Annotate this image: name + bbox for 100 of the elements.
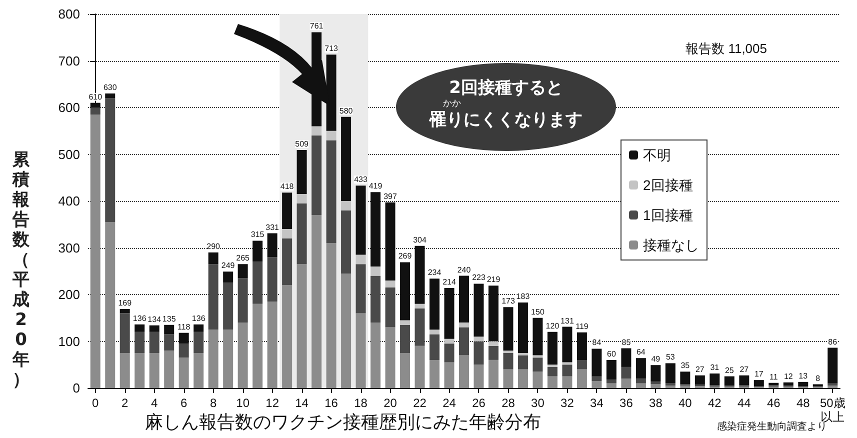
bar	[385, 280, 396, 288]
bar	[296, 194, 307, 204]
bar	[356, 264, 366, 314]
bar	[149, 352, 160, 388]
y-tick-label: 0	[72, 380, 80, 396]
y-tick-label: 500	[58, 146, 80, 162]
bar	[488, 360, 498, 388]
bar	[414, 346, 425, 388]
total-label: 234	[428, 268, 442, 278]
total-label: 27	[695, 364, 705, 374]
bar	[488, 346, 498, 360]
annotation: 罹りにくくなります	[428, 109, 584, 131]
bar	[562, 326, 572, 362]
total-label: 265	[236, 254, 250, 263]
bar	[223, 330, 234, 388]
bar	[503, 369, 514, 388]
total-label: 397	[384, 192, 398, 201]
total-label: 183	[516, 292, 530, 301]
total-label: 219	[486, 275, 501, 284]
x-tick-label: 34	[590, 396, 604, 410]
total-label: 713	[324, 44, 339, 54]
total-label: 85	[622, 338, 632, 347]
x-tick-label: 36	[620, 396, 634, 410]
bar	[650, 381, 661, 384]
bar	[194, 324, 204, 332]
bar	[134, 352, 145, 388]
x-tick-label: 2	[122, 396, 129, 410]
total-label: 60	[607, 349, 616, 358]
total-label: 8	[816, 374, 821, 383]
bar	[356, 313, 366, 388]
bar	[370, 322, 381, 388]
bar	[267, 302, 278, 388]
bar	[282, 229, 292, 238]
y-tick-label: 400	[58, 194, 80, 208]
bar	[724, 376, 734, 386]
bar	[444, 344, 454, 362]
x-tick-label: 42	[708, 396, 722, 410]
bar	[710, 374, 720, 386]
bar	[414, 246, 425, 304]
bar	[208, 330, 218, 388]
x-tick-label: 40	[678, 396, 692, 410]
total-label: 84	[592, 338, 602, 348]
total-label: 135	[162, 314, 176, 324]
bar	[296, 203, 307, 264]
total-label: 118	[177, 322, 191, 332]
bar	[532, 358, 543, 372]
total-label: 136	[132, 314, 147, 323]
total-label: 35	[680, 361, 690, 370]
bar	[282, 238, 292, 286]
bar	[194, 352, 204, 388]
legend-label: 1回接種	[643, 207, 693, 223]
bar	[120, 308, 130, 314]
x-tick-label: 48	[796, 396, 810, 410]
bar	[178, 332, 189, 344]
bar	[694, 375, 705, 385]
bar	[385, 202, 396, 280]
speech-ellipse: 2回接種すると かか 罹りにくくなります	[396, 63, 616, 151]
bar	[252, 304, 263, 388]
x-tick-label: 30	[531, 396, 545, 410]
bar	[312, 215, 322, 388]
total-label: 240	[457, 265, 472, 274]
bar	[326, 130, 336, 140]
bar	[178, 344, 189, 358]
bar	[400, 352, 410, 388]
bar	[208, 252, 218, 264]
y-tick-label: 600	[58, 100, 80, 115]
bar	[267, 233, 278, 258]
bar	[650, 365, 661, 382]
total-label: 269	[398, 252, 412, 261]
bar	[488, 341, 498, 346]
bar	[370, 192, 381, 266]
bar	[105, 93, 116, 98]
x-tick-label: 12	[266, 396, 280, 410]
bar	[282, 192, 292, 230]
bar	[621, 378, 632, 388]
bar	[370, 266, 381, 276]
bar	[754, 380, 764, 386]
bar	[606, 383, 616, 388]
bar	[296, 150, 307, 194]
bar	[592, 376, 602, 381]
bar	[223, 272, 234, 283]
total-label: 509	[295, 140, 310, 149]
bar	[636, 358, 646, 379]
total-label: 64	[636, 348, 646, 357]
x-tick-label: 38	[649, 396, 663, 410]
total-label: 25	[724, 366, 734, 375]
bar	[636, 378, 646, 384]
total-label: 214	[442, 277, 456, 286]
bar	[341, 201, 352, 210]
total-label: 290	[206, 242, 221, 251]
bar	[488, 286, 498, 342]
x-tick-label: 6	[180, 396, 188, 410]
bar	[312, 136, 322, 216]
bar	[532, 372, 543, 388]
bar	[547, 366, 558, 376]
y-tick-label: 200	[58, 287, 80, 302]
bar	[621, 366, 632, 379]
bar	[430, 360, 440, 388]
bar	[621, 348, 632, 367]
bar	[562, 364, 572, 376]
